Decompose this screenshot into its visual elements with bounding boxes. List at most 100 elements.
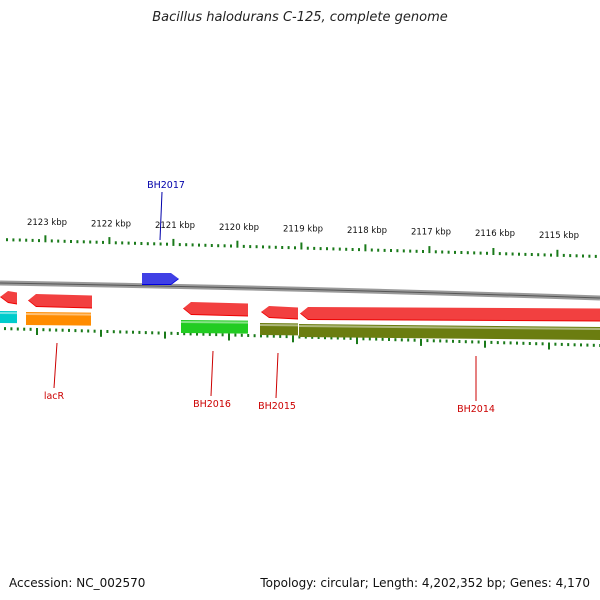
ruler-tick-lower	[381, 337, 384, 341]
ruler-tick-lower	[586, 343, 589, 347]
ruler-tick-lower	[61, 328, 64, 332]
ruler-tick	[498, 252, 501, 256]
gene-arrow-shine	[28, 293, 92, 308]
ruler-tick-lower	[388, 338, 390, 341]
ruler-tick	[262, 245, 264, 249]
gene-leader-line	[53, 342, 58, 389]
ruler-tick	[511, 252, 514, 256]
ruler-tick	[166, 242, 168, 246]
ruler-tick	[319, 247, 322, 251]
gene-arrow-shine	[142, 272, 179, 284]
ruler-tick-lower	[471, 340, 474, 344]
gene-leader-line	[275, 352, 279, 399]
ruler-tick	[434, 250, 437, 254]
ruler-tick	[274, 245, 277, 249]
ruler-tick	[447, 250, 450, 254]
cog-bar	[26, 312, 91, 326]
ruler-tick	[486, 251, 488, 255]
ruler-tick	[114, 241, 117, 245]
ruler-tick	[556, 249, 559, 257]
ruler-tick	[505, 252, 508, 256]
gene-arrow	[183, 302, 248, 317]
ruler-tick-lower	[484, 340, 486, 348]
ruler-tick-lower	[260, 334, 262, 338]
ruler-tick	[582, 254, 584, 258]
ruler-tick	[588, 254, 591, 258]
ruler-tick-lower	[132, 330, 134, 334]
ruler-tick	[306, 246, 309, 250]
ruler-tick-lower	[125, 330, 128, 334]
ruler-tick-lower	[74, 329, 77, 333]
ruler-tick	[70, 240, 72, 243]
backbone-center	[0, 282, 600, 299]
ruler-tick-lower	[311, 335, 314, 339]
cog-bar	[181, 320, 248, 334]
ruler-tick-lower	[183, 332, 186, 336]
gene-arrow-shine	[300, 306, 600, 321]
ruler-tick-lower	[23, 327, 26, 331]
ruler-tick	[390, 249, 392, 252]
ruler-tick-lower	[228, 333, 230, 341]
ruler-tick-lower	[36, 328, 38, 335]
ruler-tick	[108, 237, 111, 245]
ruler-tick	[102, 240, 104, 244]
ruler-tick-lower	[394, 338, 397, 342]
ruler-tick-lower	[221, 333, 224, 337]
ruler-tick-lower	[375, 337, 378, 341]
ruler-tick	[134, 241, 136, 245]
ruler-tick	[159, 242, 162, 246]
ruler-tick	[153, 242, 156, 246]
ruler-tick	[543, 253, 546, 257]
cog-bar-highlight	[25, 313, 92, 316]
ruler-tick	[140, 242, 143, 245]
ruler-tick	[18, 238, 21, 242]
ruler-tick-lower	[458, 340, 461, 343]
ruler-tick	[537, 253, 540, 257]
ruler-tick-lower	[573, 343, 576, 347]
ruler-tick-lower	[196, 332, 198, 336]
ruler-tick-lower	[189, 332, 192, 336]
ruler-tick	[492, 248, 495, 255]
ruler-tick	[294, 246, 296, 250]
ruler-tick	[454, 250, 456, 254]
ruler-label: 2123 kbp	[27, 218, 67, 228]
ruler-tick-lower	[356, 337, 358, 345]
ruler-tick-lower	[240, 333, 243, 337]
ruler-tick	[12, 238, 15, 242]
cog-bar	[299, 324, 600, 341]
gene-arrow	[300, 307, 600, 322]
gene-arrow	[28, 294, 92, 309]
ruler-tick-lower	[330, 336, 333, 340]
ruler-tick	[466, 251, 469, 255]
ruler-tick-lower	[4, 327, 6, 331]
ruler-tick-lower	[87, 329, 90, 333]
ruler-tick	[95, 240, 98, 244]
ruler-tick	[569, 254, 572, 258]
gene-leader-line	[159, 191, 163, 241]
ruler-tick	[518, 252, 520, 256]
ruler-tick	[44, 235, 47, 243]
ruler-tick-lower	[164, 331, 166, 339]
ruler-tick	[313, 246, 316, 250]
ruler-tick	[146, 242, 149, 246]
ruler-tick-lower	[93, 329, 96, 333]
ruler-tick-lower	[29, 327, 32, 331]
ruler-tick-lower	[368, 337, 371, 341]
ruler-tick-lower	[400, 338, 403, 342]
ruler-tick-lower	[208, 332, 211, 336]
ruler-tick	[121, 241, 124, 245]
ruler-tick-lower	[144, 331, 147, 335]
ruler-label: 2118 kbp	[347, 226, 387, 236]
ruler-tick	[422, 250, 424, 253]
ruler-tick	[76, 240, 79, 244]
ruler-tick-lower	[202, 332, 205, 336]
ruler-tick-lower	[151, 331, 154, 335]
accession-text: Accession: NC_002570	[9, 576, 146, 590]
gene-leader-line	[210, 350, 214, 397]
ruler-tick	[479, 251, 482, 255]
ruler-tick-lower	[119, 330, 122, 334]
ruler-tick-lower	[426, 339, 429, 343]
ruler-tick-lower	[490, 340, 493, 344]
ruler-tick-lower	[362, 337, 365, 341]
